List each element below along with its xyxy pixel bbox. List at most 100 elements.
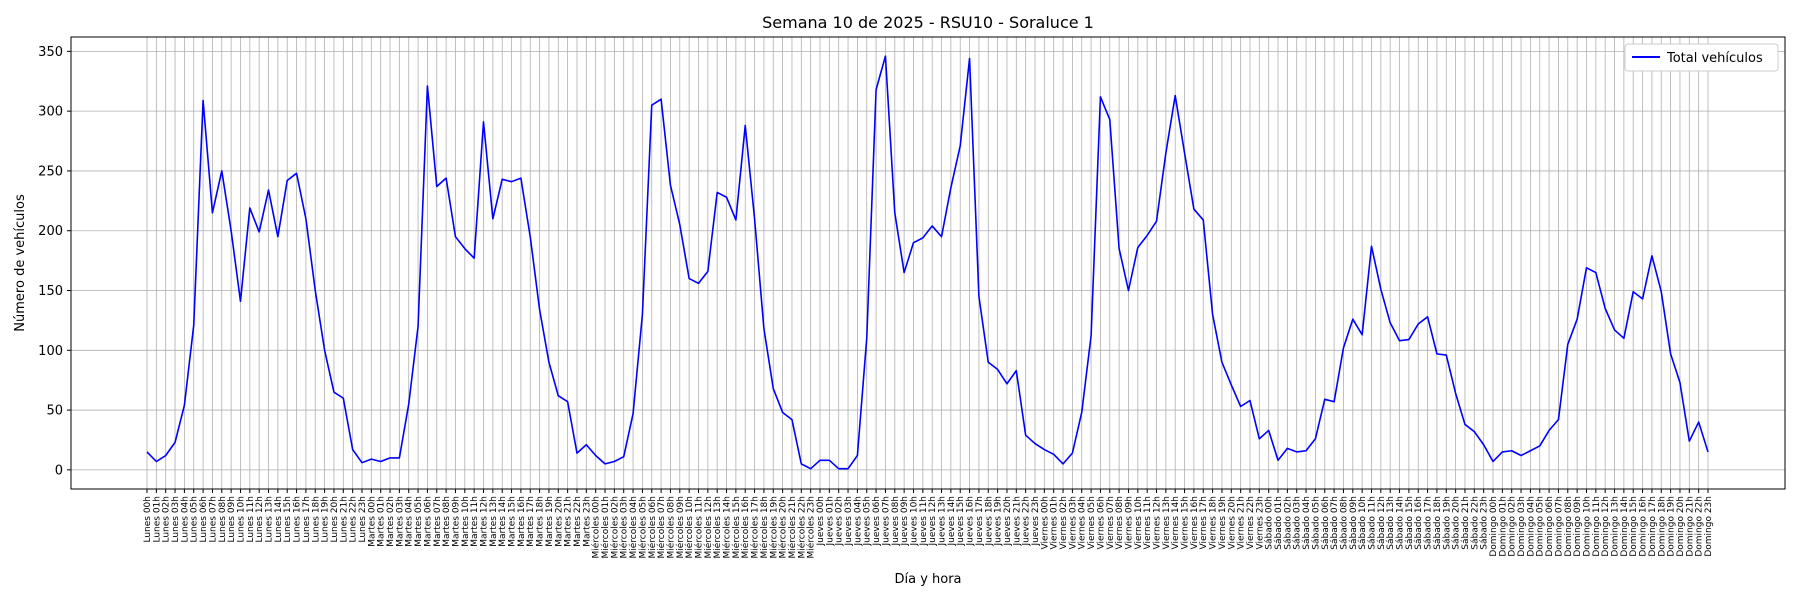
data-point <box>1604 307 1606 309</box>
legend-box <box>1624 43 1779 72</box>
x-tick-label: Domingo 20h <box>1676 496 1686 557</box>
x-tick-label: Miércoles 17h <box>750 496 761 559</box>
x-tick-label: Lunes 22h <box>349 496 359 543</box>
data-point <box>1333 401 1335 403</box>
x-tick-label: Domingo 18h <box>1657 496 1667 557</box>
data-point <box>828 459 830 461</box>
data-point <box>838 467 840 469</box>
data-point <box>1660 291 1662 293</box>
data-point <box>398 457 400 459</box>
data-point <box>1669 353 1671 355</box>
data-point <box>314 289 316 291</box>
x-tick-label: Miércoles 23h <box>806 496 817 559</box>
x-tick-label: Sábado 16h <box>1414 496 1424 550</box>
data-point <box>333 391 335 393</box>
x-tick-label: Lunes 19h <box>321 496 331 543</box>
x-tick-label: Sábado 07h <box>1330 496 1340 550</box>
data-point <box>809 467 811 469</box>
x-tick-label: Jueves 07h <box>881 496 891 546</box>
y-tick-label: 200 <box>38 224 63 239</box>
data-point <box>548 361 550 363</box>
data-point <box>613 460 615 462</box>
x-tick-label: Sábado 14h <box>1396 496 1406 550</box>
x-tick-label: Sábado 08h <box>1339 496 1349 550</box>
data-point <box>1109 118 1111 120</box>
data-point <box>763 328 765 330</box>
x-tick-label: Viernes 03h <box>1068 496 1078 550</box>
x-tick-label: Martes 23h <box>582 496 592 547</box>
y-axis: 0 50 100 150 200 250 300 350 <box>38 45 71 478</box>
data-point <box>753 218 755 220</box>
data-point <box>1155 220 1157 222</box>
x-tick-label: Miércoles 04h <box>628 496 639 559</box>
x-tick-label: Viernes 18h <box>1209 496 1219 550</box>
data-point <box>1034 442 1036 444</box>
data-point <box>1352 318 1354 320</box>
data-point <box>426 85 428 87</box>
data-point <box>342 397 344 399</box>
data-point <box>1342 347 1344 349</box>
data-point <box>931 225 933 227</box>
data-point <box>707 270 709 272</box>
x-tick-label: Martes 06h <box>423 496 433 547</box>
x-tick-label: Domingo 01h <box>1498 496 1508 557</box>
data-point <box>1081 411 1083 413</box>
data-point <box>164 454 166 456</box>
x-tick-label: Domingo 23h <box>1704 496 1714 557</box>
data-point <box>1193 208 1195 210</box>
data-point <box>1473 430 1475 432</box>
x-tick-label: Lunes 06h <box>199 496 209 543</box>
x-tick-label: Miércoles 16h <box>740 496 751 559</box>
data-point <box>1211 313 1213 315</box>
x-tick-label: Domingo 11h <box>1592 496 1602 557</box>
x-tick-label: Miércoles 12h <box>703 496 714 559</box>
data-point <box>510 180 512 182</box>
data-point <box>1454 392 1456 394</box>
data-point <box>174 441 176 443</box>
data-point <box>1707 451 1709 453</box>
x-tick-label: Miércoles 15h <box>731 496 742 559</box>
data-point <box>361 461 363 463</box>
data-point <box>1062 463 1064 465</box>
data-point <box>1165 152 1167 154</box>
data-point <box>529 235 531 237</box>
x-tick-label: Domingo 21h <box>1685 496 1695 557</box>
x-tick-label: Domingo 22h <box>1695 496 1705 557</box>
data-point <box>1006 383 1008 385</box>
x-tick-label: Miércoles 00h <box>591 496 602 559</box>
data-point <box>1015 369 1017 371</box>
plot-background <box>71 37 1785 489</box>
x-tick-label: Martes 13h <box>489 496 499 547</box>
x-tick-label: Miércoles 10h <box>684 496 695 559</box>
data-point <box>379 460 381 462</box>
x-tick-label: Jueves 10h <box>909 496 919 546</box>
x-tick-label: Martes 22h <box>573 496 583 547</box>
x-tick-label: Jueves 21h <box>1012 496 1022 546</box>
data-point <box>1380 288 1382 290</box>
data-point <box>501 178 503 180</box>
x-tick-label: Miércoles 01h <box>600 496 611 559</box>
data-point <box>1286 447 1288 449</box>
x-tick-label: Domingo 06h <box>1545 496 1555 557</box>
x-tick-label: Sábado 03h <box>1293 496 1303 550</box>
data-point <box>594 454 596 456</box>
x-tick-label: Jueves 02h <box>835 496 845 546</box>
x-tick-label: Sábado 00h <box>1265 496 1275 550</box>
data-point <box>1482 444 1484 446</box>
x-tick-label: Martes 02h <box>386 496 396 547</box>
x-tick-label: Lunes 23h <box>358 496 368 543</box>
data-point <box>800 463 802 465</box>
x-tick-label: Domingo 05h <box>1536 496 1546 557</box>
data-point <box>996 368 998 370</box>
x-tick-label: Martes 14h <box>498 496 508 547</box>
x-tick-label: Jueves 04h <box>853 496 863 546</box>
x-tick-label: Sábado 19h <box>1442 496 1452 550</box>
x-tick-label: Sábado 23h <box>1480 496 1490 550</box>
data-point <box>1417 323 1419 325</box>
data-point <box>239 300 241 302</box>
data-point <box>1090 335 1092 337</box>
x-tick-label: Lunes 14h <box>274 496 284 543</box>
data-point <box>473 257 475 259</box>
x-tick-label: Sábado 17h <box>1424 496 1434 550</box>
data-point <box>520 177 522 179</box>
